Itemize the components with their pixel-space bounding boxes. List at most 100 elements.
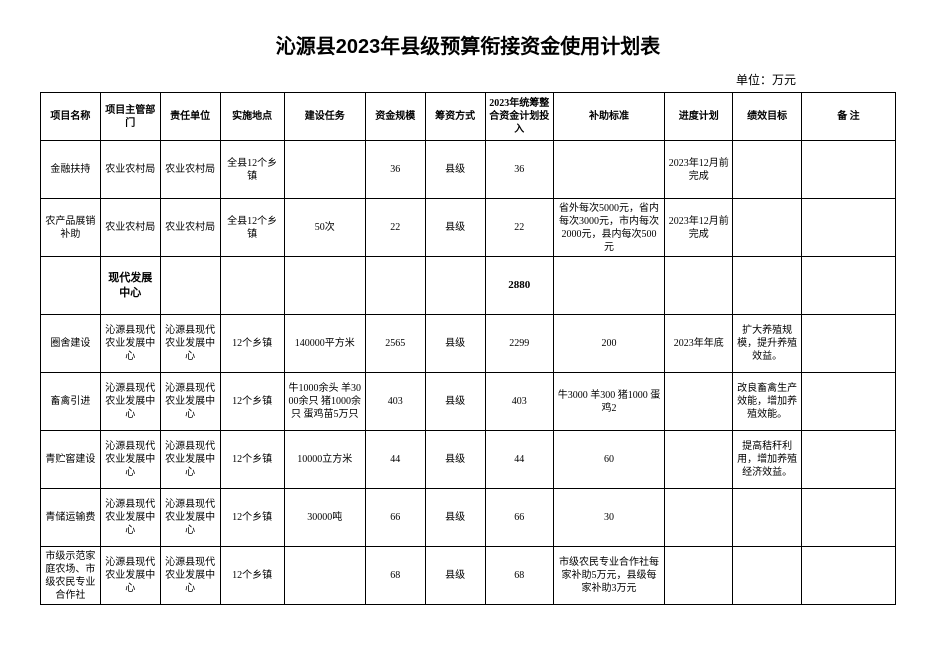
cell-note [801,489,895,547]
section-cell [41,257,101,315]
cell-loc: 全县12个乡镇 [220,199,284,257]
cell-dept: 农业农村局 [100,141,160,199]
col-dept: 项目主管部门 [100,93,160,141]
cell-plan: 66 [485,489,553,547]
col-scale: 资金规模 [365,93,425,141]
cell-subsidy: 30 [553,489,664,547]
cell-subsidy [553,141,664,199]
cell-plan: 44 [485,431,553,489]
unit-label: 单位：万元 [40,71,896,88]
cell-plan: 403 [485,373,553,431]
cell-resp: 沁源县现代农业发展中心 [160,315,220,373]
table-row: 青储运输费沁源县现代农业发展中心沁源县现代农业发展中心12个乡镇30000吨66… [41,489,896,547]
col-method: 筹资方式 [425,93,485,141]
cell-method: 县级 [425,199,485,257]
table-row: 圈舍建设沁源县现代农业发展中心沁源县现代农业发展中心12个乡镇140000平方米… [41,315,896,373]
cell-loc: 12个乡镇 [220,315,284,373]
cell-perf [733,199,801,257]
section-cell [365,257,425,315]
col-performance: 绩效目标 [733,93,801,141]
cell-task: 牛1000余头 羊3000余只 猪1000余只 蛋鸡苗5万只 [284,373,365,431]
cell-note [801,141,895,199]
col-task: 建设任务 [284,93,365,141]
cell-name: 金融扶持 [41,141,101,199]
cell-task: 50次 [284,199,365,257]
cell-name: 青贮窖建设 [41,431,101,489]
cell-schedule: 2023年年底 [665,315,733,373]
section-cell [665,257,733,315]
cell-subsidy: 200 [553,315,664,373]
section-cell [553,257,664,315]
table-row: 农产品展销补助农业农村局农业农村局全县12个乡镇50次22县级22省外每次500… [41,199,896,257]
cell-task: 140000平方米 [284,315,365,373]
cell-subsidy: 省外每次5000元，省内每次3000元，市内每次2000元，县内每次500元 [553,199,664,257]
cell-note [801,315,895,373]
cell-resp: 农业农村局 [160,141,220,199]
cell-schedule [665,547,733,605]
cell-loc: 12个乡镇 [220,547,284,605]
col-project-name: 项目名称 [41,93,101,141]
cell-scale: 403 [365,373,425,431]
cell-name: 畜禽引进 [41,373,101,431]
cell-resp: 沁源县现代农业发展中心 [160,547,220,605]
cell-plan: 22 [485,199,553,257]
cell-schedule [665,489,733,547]
cell-dept: 沁源县现代农业发展中心 [100,431,160,489]
cell-plan: 68 [485,547,553,605]
cell-scale: 2565 [365,315,425,373]
table-row: 畜禽引进沁源县现代农业发展中心沁源县现代农业发展中心12个乡镇牛1000余头 羊… [41,373,896,431]
table-row: 金融扶持农业农村局农业农村局全县12个乡镇36县级362023年12月前完成 [41,141,896,199]
cell-method: 县级 [425,373,485,431]
col-subsidy: 补助标准 [553,93,664,141]
section-row: 现代发展中心2880 [41,257,896,315]
section-cell [220,257,284,315]
section-cell: 2880 [485,257,553,315]
cell-note [801,431,895,489]
cell-loc: 全县12个乡镇 [220,141,284,199]
cell-method: 县级 [425,431,485,489]
cell-perf [733,489,801,547]
cell-plan: 36 [485,141,553,199]
table-row: 青贮窖建设沁源县现代农业发展中心沁源县现代农业发展中心12个乡镇10000立方米… [41,431,896,489]
page-title: 沁源县2023年县级预算衔接资金使用计划表 [40,30,896,59]
cell-name: 农产品展销补助 [41,199,101,257]
cell-method: 县级 [425,315,485,373]
cell-note [801,547,895,605]
col-plan-invest: 2023年统筹整合资金计划投入 [485,93,553,141]
cell-task: 10000立方米 [284,431,365,489]
cell-task [284,141,365,199]
cell-scale: 44 [365,431,425,489]
col-responsible: 责任单位 [160,93,220,141]
cell-scale: 66 [365,489,425,547]
cell-dept: 沁源县现代农业发展中心 [100,373,160,431]
cell-schedule: 2023年12月前完成 [665,141,733,199]
cell-schedule: 2023年12月前完成 [665,199,733,257]
cell-scale: 22 [365,199,425,257]
cell-dept: 农业农村局 [100,199,160,257]
cell-note [801,373,895,431]
cell-name: 圈舍建设 [41,315,101,373]
cell-task: 30000吨 [284,489,365,547]
header-row: 项目名称 项目主管部门 责任单位 实施地点 建设任务 资金规模 筹资方式 202… [41,93,896,141]
cell-perf [733,141,801,199]
cell-loc: 12个乡镇 [220,431,284,489]
cell-perf: 扩大养殖规模，提升养殖效益。 [733,315,801,373]
cell-schedule [665,431,733,489]
cell-subsidy: 60 [553,431,664,489]
budget-table: 项目名称 项目主管部门 责任单位 实施地点 建设任务 资金规模 筹资方式 202… [40,92,896,605]
cell-perf: 提高秸秆利用，增加养殖经济效益。 [733,431,801,489]
cell-method: 县级 [425,547,485,605]
cell-name: 市级示范家庭农场、市级农民专业合作社 [41,547,101,605]
cell-schedule [665,373,733,431]
cell-dept: 沁源县现代农业发展中心 [100,315,160,373]
cell-resp: 农业农村局 [160,199,220,257]
cell-perf [733,547,801,605]
section-cell [801,257,895,315]
cell-resp: 沁源县现代农业发展中心 [160,489,220,547]
cell-method: 县级 [425,489,485,547]
cell-scale: 68 [365,547,425,605]
cell-dept: 沁源县现代农业发展中心 [100,547,160,605]
col-note: 备 注 [801,93,895,141]
cell-dept: 沁源县现代农业发展中心 [100,489,160,547]
cell-perf: 改良畜禽生产效能，增加养殖效能。 [733,373,801,431]
